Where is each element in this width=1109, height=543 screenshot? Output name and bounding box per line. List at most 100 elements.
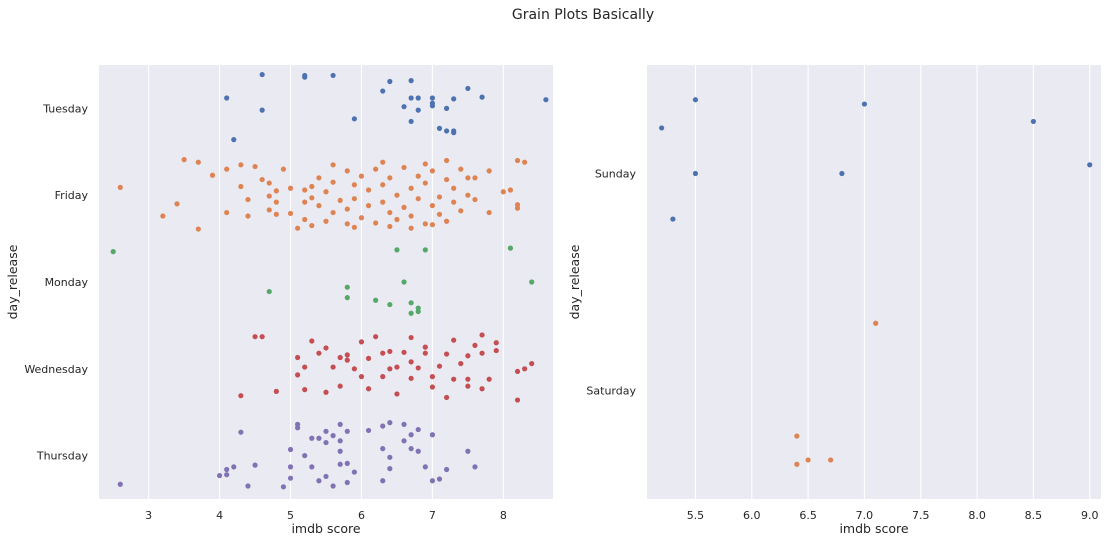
- left-point-thursday: [401, 421, 407, 427]
- left-point-thursday: [295, 425, 301, 431]
- left-point-wednesday: [443, 394, 450, 401]
- left-point-friday: [380, 199, 386, 205]
- left-point-friday: [486, 209, 492, 216]
- left-point-wednesday: [401, 349, 407, 355]
- left-point-wednesday: [479, 350, 485, 356]
- left-point-thursday: [380, 446, 386, 452]
- left-point-friday: [422, 180, 428, 186]
- left-point-friday: [295, 225, 301, 231]
- left-point-friday: [351, 196, 357, 202]
- right-point-saturday: [794, 433, 800, 439]
- left-point-thursday: [472, 464, 478, 470]
- left-point-wednesday: [514, 397, 521, 403]
- left-point-thursday: [387, 466, 393, 472]
- left-y-tick-label: Friday: [55, 189, 89, 202]
- left-point-friday: [514, 157, 521, 164]
- left-point-tuesday: [465, 85, 471, 92]
- left-point-monday: [408, 310, 414, 316]
- left-grid: [148, 65, 504, 499]
- left-point-friday: [429, 222, 436, 228]
- left-point-wednesday: [408, 375, 414, 381]
- left-point-tuesday: [401, 104, 407, 110]
- right-points: [659, 97, 1093, 467]
- left-point-friday: [373, 220, 379, 226]
- left-point-tuesday: [543, 97, 549, 103]
- left-point-friday: [365, 187, 372, 193]
- left-point-tuesday: [451, 96, 457, 102]
- left-point-friday: [443, 176, 450, 183]
- left-point-wednesday: [337, 383, 343, 389]
- left-point-friday: [429, 203, 436, 209]
- left-point-wednesday: [302, 387, 308, 393]
- left-point-thursday: [344, 428, 350, 434]
- left-point-wednesday: [273, 388, 279, 394]
- left-point-friday: [245, 213, 251, 219]
- left-point-tuesday: [451, 130, 457, 136]
- left-point-friday: [380, 182, 386, 188]
- right-y-tick-label: Sunday: [595, 168, 637, 181]
- left-point-monday: [266, 288, 272, 295]
- right-x-ticks: 5.5 6.0 6.5 7.0 7.5 8.0 8.5 9.0: [687, 509, 1099, 522]
- left-point-friday: [280, 166, 287, 172]
- left-point-monday: [394, 247, 400, 253]
- left-point-wednesday: [514, 368, 521, 375]
- left-point-monday: [422, 247, 428, 253]
- left-point-wednesday: [472, 342, 478, 348]
- right-x-axis-label: imdb score: [839, 521, 908, 536]
- left-point-wednesday: [330, 364, 336, 370]
- right-point-saturday: [873, 320, 879, 326]
- left-point-friday: [117, 184, 123, 190]
- left-x-tick-label: 3: [145, 509, 152, 522]
- left-point-wednesday: [451, 337, 457, 343]
- left-point-wednesday: [429, 384, 436, 390]
- left-point-friday: [358, 173, 365, 179]
- left-point-thursday: [408, 432, 414, 438]
- left-point-thursday: [380, 423, 386, 429]
- left-point-wednesday: [309, 338, 315, 344]
- left-point-thursday: [429, 432, 436, 438]
- left-point-thursday: [224, 466, 230, 473]
- left-y-tick-label: Monday: [45, 276, 89, 289]
- left-point-friday: [458, 208, 464, 214]
- left-point-friday: [330, 179, 336, 185]
- left-point-friday: [309, 195, 315, 201]
- left-point-wednesday: [493, 347, 499, 354]
- right-y-axis-label: day_release: [567, 244, 582, 319]
- left-point-monday: [373, 297, 379, 303]
- left-point-monday: [415, 308, 421, 315]
- left-point-friday: [266, 193, 272, 199]
- left-x-tick-label: 8: [500, 509, 507, 522]
- left-point-thursday: [344, 460, 350, 467]
- left-point-thursday: [344, 479, 350, 486]
- right-x-tick-label: 7.5: [912, 509, 930, 522]
- left-point-wednesday: [394, 364, 400, 370]
- left-point-thursday: [330, 483, 336, 489]
- left-point-friday: [401, 204, 407, 210]
- left-point-friday: [522, 159, 528, 165]
- right-x-tick-label: 9.0: [1081, 509, 1099, 522]
- left-point-monday: [344, 284, 350, 290]
- left-point-tuesday: [408, 118, 414, 125]
- left-point-friday: [259, 176, 265, 183]
- left-point-wednesday: [365, 386, 372, 392]
- left-point-wednesday: [387, 366, 393, 372]
- left-point-thursday: [316, 478, 322, 484]
- left-point-friday: [316, 203, 322, 209]
- left-point-thursday: [224, 472, 230, 478]
- left-point-thursday: [330, 433, 336, 439]
- left-point-friday: [443, 218, 450, 224]
- left-point-friday: [181, 157, 187, 163]
- right-y-tick-label: Saturday: [586, 385, 636, 398]
- left-point-tuesday: [302, 74, 308, 80]
- right-point-saturday: [794, 461, 800, 467]
- right-x-tick-label: 6.5: [799, 509, 817, 522]
- left-point-thursday: [287, 446, 294, 453]
- left-point-monday: [344, 295, 350, 301]
- left-point-friday: [302, 187, 308, 193]
- left-point-friday: [344, 206, 350, 212]
- left-point-tuesday: [387, 78, 393, 85]
- left-x-axis-label: imdb score: [291, 521, 360, 536]
- right-plot-area: [647, 65, 1101, 499]
- left-point-friday: [323, 189, 329, 195]
- left-point-friday: [252, 163, 258, 170]
